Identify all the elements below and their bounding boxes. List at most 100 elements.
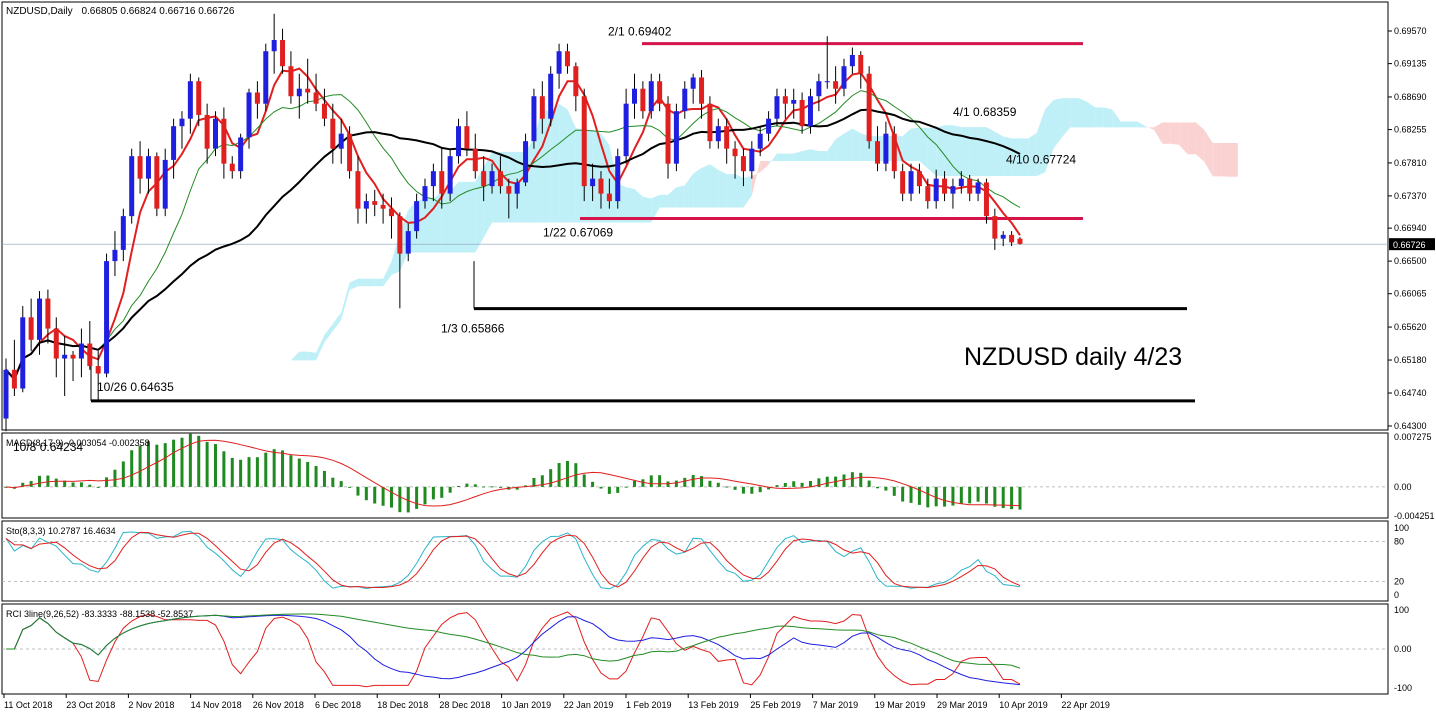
cloud-segment: [1212, 143, 1222, 177]
candle: [900, 163, 906, 202]
macd-bar: [63, 480, 67, 487]
stochastic-pane-frame: [1, 520, 1389, 602]
candle: [263, 43, 269, 112]
macd-bar: [850, 472, 854, 487]
cloud-segment: [1145, 126, 1155, 130]
axes: 0.69570 0.69135 0.68690 0.68255 0.67810 0.673…: [3, 26, 1435, 710]
candle: [162, 148, 168, 217]
cloud-segment: [911, 127, 920, 162]
macd-bar: [322, 470, 326, 487]
macd-bar: [71, 482, 75, 487]
candle: [573, 62, 579, 112]
cloud-segment: [1204, 129, 1213, 177]
candle-body: [20, 317, 26, 389]
macd-bar: [172, 439, 176, 487]
macd-bar: [188, 433, 192, 487]
macd-bar: [498, 486, 502, 488]
date-tick-label: 22 Jan 2019: [564, 700, 614, 710]
cloud-segment: [357, 278, 367, 287]
cloud-segment: [399, 209, 409, 272]
rci-pane: 100 0.00 -100: [2, 605, 1412, 693]
candle-body: [1000, 234, 1006, 239]
sto-tick-label: 0: [1394, 590, 1399, 600]
candle-body: [104, 261, 110, 374]
date-tick-label: 2 Nov 2018: [128, 700, 174, 710]
cloud-segment: [324, 323, 333, 343]
candle: [330, 103, 336, 164]
rci-tick-label: 0.00: [1394, 644, 1412, 654]
candle-body: [816, 81, 822, 97]
macd-bar: [842, 474, 846, 487]
candle-body: [1017, 238, 1023, 244]
macd-bar: [46, 475, 50, 487]
candle-body: [665, 103, 671, 164]
candle-body: [983, 182, 989, 217]
candle-body: [958, 178, 964, 187]
macd-bar: [239, 459, 243, 487]
macd-bar: [348, 486, 352, 488]
candle-body: [942, 178, 948, 194]
cloud-segment: [1221, 143, 1230, 177]
cloud-segment: [1019, 138, 1029, 177]
candle: [280, 28, 286, 74]
rci-tick-label: 100: [1394, 605, 1409, 615]
candle-body: [598, 178, 604, 194]
rci-long-line: [6, 613, 1021, 669]
cloud-segment: [433, 191, 442, 253]
candle: [238, 133, 244, 179]
macd-bar: [674, 480, 678, 487]
sto-tick-label: 100: [1394, 523, 1409, 533]
annotation-label: 10/8 0.64234: [13, 440, 83, 454]
candle-body: [556, 51, 562, 74]
cloud-segment: [441, 191, 451, 253]
cloud-segment: [726, 174, 736, 208]
macd-bar: [808, 480, 812, 487]
annotation-label: 1/3 0.65866: [441, 322, 505, 336]
candle: [37, 291, 43, 355]
candle: [875, 126, 881, 172]
macd-bar: [21, 482, 25, 487]
rci-short-line: [6, 611, 1021, 688]
candle-body: [129, 156, 135, 217]
cloud-segment: [760, 161, 769, 173]
macd-bar: [255, 457, 259, 487]
candle-body: [112, 249, 118, 262]
candle-body: [120, 216, 126, 250]
macd-bar: [599, 486, 603, 489]
cloud-segment: [1070, 98, 1079, 128]
candle-body: [1009, 234, 1015, 243]
macd-bar: [800, 482, 804, 487]
candle-body: [263, 51, 269, 104]
candle: [53, 317, 59, 378]
cloud-segment: [374, 278, 384, 287]
cloud-segment: [1078, 98, 1088, 128]
candle-body: [422, 186, 428, 202]
candle: [87, 321, 93, 370]
sto-tick-label: 20: [1394, 577, 1404, 587]
candle: [1000, 231, 1006, 247]
macd-bar: [96, 486, 100, 488]
price-tick-label: 0.69135: [1394, 59, 1427, 69]
candle-body: [824, 81, 830, 83]
date-tick-label: 22 Apr 2019: [1061, 700, 1110, 710]
candle: [598, 171, 604, 209]
cloud-segment: [961, 127, 970, 177]
cloud-segment: [1154, 122, 1163, 144]
price-tick-label: 0.65180: [1394, 355, 1427, 365]
macd-bar: [876, 486, 880, 489]
macd-bar: [163, 443, 167, 487]
candle: [615, 148, 621, 209]
macd-bar: [943, 486, 947, 507]
date-tick-label: 10 Apr 2019: [999, 700, 1048, 710]
candle: [506, 178, 512, 219]
macd-bar: [423, 486, 427, 505]
candle-body: [774, 96, 780, 119]
candle-body: [858, 54, 864, 74]
cloud-segment: [1179, 122, 1188, 155]
candle: [296, 73, 302, 119]
cloud-segment: [1120, 121, 1129, 128]
candle-body: [154, 156, 160, 209]
candle: [891, 126, 897, 179]
macd-bar: [138, 445, 142, 487]
moving-average-lines: [5, 67, 1021, 382]
